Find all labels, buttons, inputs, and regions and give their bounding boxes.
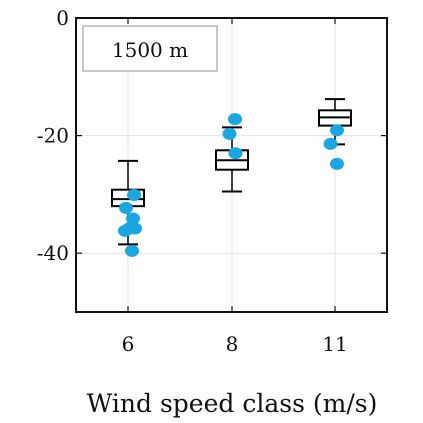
legend-border	[82, 25, 218, 72]
data-point-11-12	[330, 157, 344, 170]
data-point-6-6	[125, 244, 139, 257]
x-tick-label-1: 8	[226, 332, 239, 356]
x-tick-label-0: 6	[122, 332, 135, 356]
data-point-6-1	[119, 201, 133, 214]
legend-label: 1500 m	[112, 38, 188, 62]
data-point-8-9	[228, 147, 243, 160]
y-tick-label-1: -20	[37, 124, 69, 148]
x-tick-label-2: 11	[322, 332, 347, 356]
data-point-6-2	[126, 212, 140, 225]
data-point-8-7	[228, 113, 242, 126]
y-tick-label-0: 0	[56, 6, 69, 30]
data-point-11-10	[330, 124, 344, 137]
data-point-11-11	[323, 137, 338, 150]
axis-layer: 0 -20 -40 6 8 11	[37, 6, 388, 356]
data-point-8-8	[222, 127, 237, 140]
y-tick-label-2: -40	[37, 241, 69, 265]
x-axis-label: Wind speed class (m/s)	[87, 389, 378, 418]
data-point-6-5	[118, 224, 132, 237]
legend-box: 1500 m	[82, 25, 218, 72]
data-point-6-0	[127, 188, 141, 201]
point-layer	[118, 113, 344, 257]
